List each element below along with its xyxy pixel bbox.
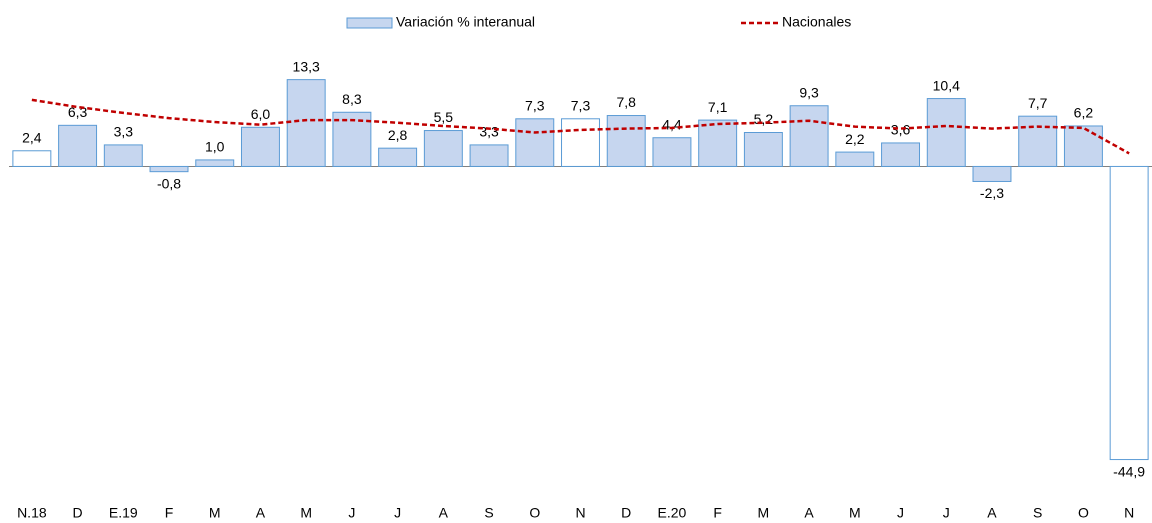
x-tick-label: M <box>300 505 312 521</box>
bar <box>698 119 738 167</box>
bar <box>789 105 829 167</box>
value-label: 7,3 <box>571 97 591 113</box>
x-tick-label: E.19 <box>109 505 138 521</box>
bar <box>1063 125 1103 167</box>
value-label: 7,8 <box>616 94 636 110</box>
bar <box>195 159 235 167</box>
value-label: 6,0 <box>251 106 271 122</box>
bar <box>58 124 98 167</box>
value-label: 7,3 <box>525 97 545 113</box>
value-label: 1,0 <box>205 139 225 155</box>
x-tick-label: O <box>1078 505 1089 521</box>
value-label: 9,3 <box>799 84 819 100</box>
bar <box>149 165 189 173</box>
x-tick-label: N <box>1124 505 1134 521</box>
x-tick-label: F <box>713 505 722 521</box>
bar <box>835 151 875 167</box>
value-label: 2,4 <box>22 129 42 145</box>
bar <box>1018 115 1058 167</box>
line <box>31 98 1130 155</box>
bar <box>103 144 143 167</box>
bar <box>1109 165 1149 461</box>
x-tick-label: E.20 <box>658 505 687 521</box>
x-tick-label: N <box>575 505 585 521</box>
legend-swatch <box>346 17 393 29</box>
bar <box>286 79 326 167</box>
x-tick-label: J <box>348 505 355 521</box>
value-label: 3,6 <box>891 122 911 138</box>
x-tick-label: A <box>804 505 814 521</box>
value-label: -0,8 <box>157 175 181 191</box>
value-label: 10,4 <box>933 77 960 93</box>
bar <box>652 137 692 167</box>
x-tick-label: M <box>758 505 770 521</box>
bar <box>240 126 280 167</box>
x-tick-label: J <box>897 505 904 521</box>
value-label: 7,1 <box>708 99 728 115</box>
x-tick-label: S <box>1033 505 1042 521</box>
legend-label: Variación % interanual <box>396 14 535 30</box>
value-label: 3,3 <box>479 124 499 140</box>
bar <box>606 115 646 167</box>
bar <box>926 98 966 167</box>
value-label: 6,3 <box>68 104 88 120</box>
x-tick-label: J <box>394 505 401 521</box>
value-label: 8,3 <box>342 91 362 107</box>
x-tick-label: A <box>256 505 266 521</box>
value-label: 5,2 <box>754 111 774 127</box>
x-tick-label: M <box>209 505 221 521</box>
value-label: 2,2 <box>845 131 865 147</box>
x-tick-label: O <box>529 505 540 521</box>
value-label: -44,9 <box>1113 463 1145 479</box>
value-label: 2,8 <box>388 127 408 143</box>
value-label: 4,4 <box>662 116 682 132</box>
value-label: 6,2 <box>1074 105 1094 121</box>
bar <box>881 142 921 167</box>
x-tick-label: J <box>943 505 950 521</box>
bar <box>515 118 555 167</box>
bar <box>561 118 600 167</box>
value-label: 5,5 <box>434 109 454 125</box>
value-label: 7,7 <box>1028 95 1048 111</box>
x-tick-label: A <box>987 505 997 521</box>
bar <box>743 132 783 167</box>
x-tick-label: F <box>165 505 174 521</box>
bar <box>972 165 1012 182</box>
bar <box>469 144 509 167</box>
bar <box>423 130 463 167</box>
x-tick-label: A <box>439 505 449 521</box>
bar <box>12 150 52 167</box>
x-tick-label: M <box>849 505 861 521</box>
bar <box>378 147 418 167</box>
value-label: 3,3 <box>114 124 134 140</box>
value-label: 13,3 <box>293 58 320 74</box>
x-tick-label: N.18 <box>17 505 47 521</box>
x-tick-label: D <box>73 505 83 521</box>
legend-label: Nacionales <box>782 14 851 30</box>
x-tick-label: D <box>621 505 631 521</box>
x-tick-label: S <box>484 505 493 521</box>
value-label: -2,3 <box>980 185 1004 201</box>
